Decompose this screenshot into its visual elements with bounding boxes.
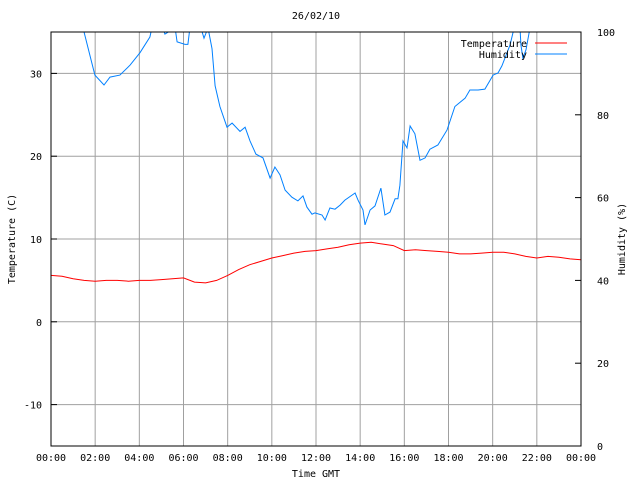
x-axis-label: Time GMT: [292, 469, 340, 480]
y2-axis-label: Humidity (%): [617, 203, 628, 275]
y2-tick-label: 40: [597, 276, 609, 287]
series-line-humidity: [83, 32, 530, 226]
series-line-temperature: [51, 241, 581, 284]
x-tick-label: 04:00: [124, 453, 154, 464]
y-axis-label: Temperature (C): [7, 194, 18, 284]
series-layer: [51, 32, 581, 284]
x-tick-label: 16:00: [389, 453, 419, 464]
x-tick-label: 12:00: [301, 453, 331, 464]
ticks: 00:00 02:00 04:00 06:00 08:00 10:00 12:00 14:00…: [24, 28, 615, 464]
y2-tick-label: 60: [597, 194, 609, 205]
legend-label-humidity: Humidity: [479, 50, 527, 61]
legend: Temperature Humidity: [461, 39, 567, 61]
y-tick-label: 10: [30, 235, 42, 246]
x-tick-label: 00:00: [36, 453, 66, 464]
grid: [51, 32, 581, 446]
x-tick-label: 02:00: [80, 453, 110, 464]
x-tick-label: 20:00: [478, 453, 508, 464]
x-tick-label: 22:00: [522, 453, 552, 464]
x-tick-label: 00:00: [566, 453, 596, 464]
y-tick-label: -10: [24, 401, 42, 412]
y2-tick-label: 80: [597, 111, 609, 122]
y-tick-label: 30: [30, 69, 42, 80]
x-tick-label: 14:00: [345, 453, 375, 464]
chart-title: 26/02/10: [292, 11, 340, 22]
x-tick-label: 18:00: [433, 453, 463, 464]
x-tick-label: 08:00: [213, 453, 243, 464]
y2-tick-label: 100: [597, 28, 615, 39]
x-tick-label: 10:00: [257, 453, 287, 464]
y2-tick-label: 0: [597, 442, 603, 453]
y2-tick-label: 20: [597, 359, 609, 370]
y-tick-label: 20: [30, 152, 42, 163]
y-tick-label: 0: [36, 318, 42, 329]
legend-label-temperature: Temperature: [461, 39, 527, 50]
x-tick-label: 06:00: [168, 453, 198, 464]
